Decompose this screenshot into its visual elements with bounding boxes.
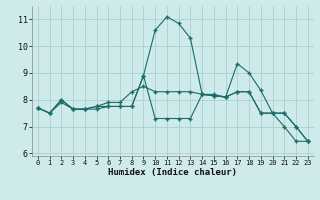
X-axis label: Humidex (Indice chaleur): Humidex (Indice chaleur) [108,168,237,177]
